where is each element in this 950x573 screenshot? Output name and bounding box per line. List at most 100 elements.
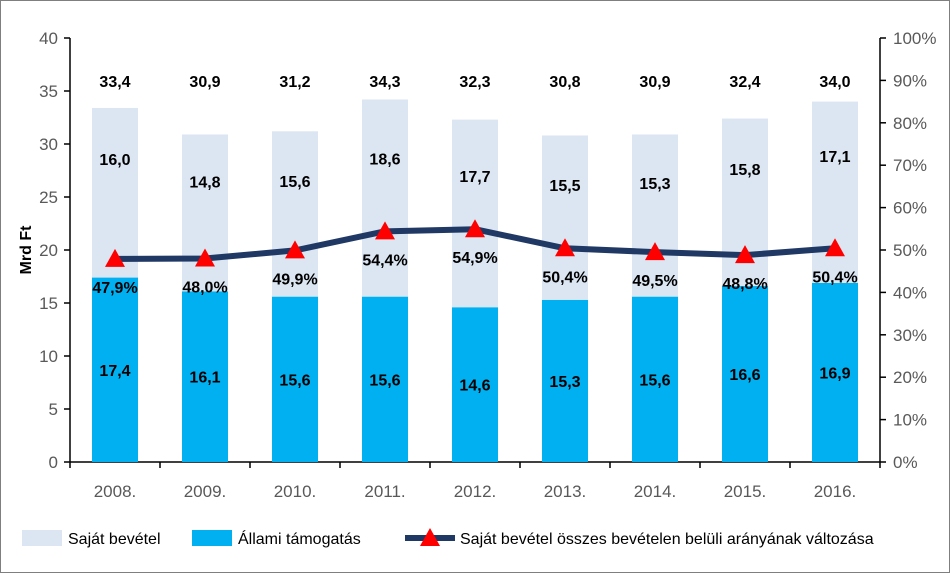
ratio-marker xyxy=(195,248,215,267)
y2-tick-label: 40% xyxy=(893,283,927,302)
x-tick-label: 2016. xyxy=(814,482,857,501)
bar-allami-tamogatas xyxy=(812,282,858,462)
bar-sajat-bevetel xyxy=(452,119,498,308)
total-label: 31,2 xyxy=(279,74,310,91)
sajat-bevetel-label: 18,6 xyxy=(369,152,400,169)
y-tick-label: 30 xyxy=(39,135,58,154)
y-tick-label: 25 xyxy=(39,188,58,207)
y-tick-label: 20 xyxy=(39,241,58,260)
allami-tamogatas-label: 16,6 xyxy=(729,367,760,384)
legend-label-ratio: Saját bevétel összes bevételen belüli ar… xyxy=(460,531,874,548)
bar-allami-tamogatas xyxy=(452,307,498,462)
y-tick-label: 35 xyxy=(39,82,58,101)
y2-tick-label: 30% xyxy=(893,326,927,345)
bar-allami-tamogatas xyxy=(632,296,678,462)
total-label: 32,3 xyxy=(459,74,490,91)
x-tick-label: 2015. xyxy=(724,482,767,501)
sajat-bevetel-label: 14,8 xyxy=(189,175,220,192)
sajat-bevetel-label: 16,0 xyxy=(99,152,130,169)
ratio-label: 48,8% xyxy=(722,276,767,293)
y-tick-label: 15 xyxy=(39,294,58,313)
ratio-marker xyxy=(645,242,665,261)
legend-label-sajat-bevetel: Saját bevétel xyxy=(68,531,161,548)
sajat-bevetel-label: 15,6 xyxy=(279,174,310,191)
bar-allami-tamogatas xyxy=(92,277,138,462)
ratio-label: 49,5% xyxy=(632,273,677,290)
y2-tick-label: 50% xyxy=(893,241,927,260)
x-tick-label: 2009. xyxy=(184,482,227,501)
allami-tamogatas-label: 16,1 xyxy=(189,370,220,387)
bars xyxy=(92,99,858,462)
ratio-label: 50,4% xyxy=(812,269,857,286)
y2-tick-label: 60% xyxy=(893,199,927,218)
bar-allami-tamogatas xyxy=(362,296,408,462)
data-labels: 33,4 17,4 16,0 47,9% 30,9 16,1 14,8 48,0% 31,2 15… xyxy=(92,74,857,395)
legend-label-allami-tamogatas: Állami támogatás xyxy=(238,529,361,548)
allami-tamogatas-label: 14,6 xyxy=(459,378,490,395)
total-label: 33,4 xyxy=(99,74,130,91)
allami-tamogatas-label: 15,3 xyxy=(549,374,580,391)
ratio-label: 50,4% xyxy=(542,269,587,286)
bar-sajat-bevetel xyxy=(272,131,318,297)
y-tick-label: 10 xyxy=(39,347,58,366)
legend-swatch-ratio-marker xyxy=(420,528,440,546)
sajat-bevetel-label: 15,5 xyxy=(549,178,580,195)
total-label: 34,0 xyxy=(819,74,850,91)
ratio-line xyxy=(105,219,845,267)
allami-tamogatas-label: 15,6 xyxy=(369,372,400,389)
y-axis-title: Mrd Ft xyxy=(18,225,35,275)
ratio-label: 48,0% xyxy=(182,279,227,296)
ratio-marker xyxy=(555,238,575,257)
x-tick-label: 2013. xyxy=(544,482,587,501)
x-tick-label: 2012. xyxy=(454,482,497,501)
ratio-marker xyxy=(375,221,395,240)
axes: 0 5 10 15 20 25 30 35 40 0% 10% 20% 30% 40% 50% 60% 70% 8… xyxy=(18,29,936,501)
legend: Saját bevétel Állami támogatás Saját bevét… xyxy=(22,528,874,548)
bar-allami-tamogatas xyxy=(542,299,588,462)
bar-allami-tamogatas xyxy=(182,291,228,462)
allami-tamogatas-label: 15,6 xyxy=(639,372,670,389)
y2-tick-label: 90% xyxy=(893,71,927,90)
ratio-label: 49,9% xyxy=(272,271,317,288)
y2-tick-label: 0% xyxy=(893,453,918,472)
y-tick-label: 5 xyxy=(49,400,58,419)
y2-tick-label: 80% xyxy=(893,114,927,133)
ratio-marker xyxy=(285,240,305,259)
bar-sajat-bevetel xyxy=(182,134,228,292)
ratio-marker xyxy=(735,245,755,264)
ratio-label: 54,9% xyxy=(452,250,497,267)
bar-sajat-bevetel xyxy=(542,135,588,300)
total-label: 34,3 xyxy=(369,74,400,91)
y2-tick-label: 10% xyxy=(893,411,927,430)
ratio-marker xyxy=(105,248,125,267)
bar-allami-tamogatas xyxy=(722,286,768,462)
y2-tick-label: 70% xyxy=(893,156,927,175)
legend-swatch-allami-tamogatas xyxy=(192,530,232,546)
allami-tamogatas-label: 17,4 xyxy=(99,363,130,380)
bar-sajat-bevetel xyxy=(362,99,408,297)
sajat-bevetel-label: 15,8 xyxy=(729,162,760,179)
y-tick-label: 40 xyxy=(39,29,58,48)
bar-sajat-bevetel xyxy=(632,134,678,297)
x-tick-label: 2008. xyxy=(94,482,137,501)
ratio-label: 54,4% xyxy=(362,252,407,269)
x-tick-label: 2011. xyxy=(364,482,405,501)
y2-tick-label: 100% xyxy=(893,29,936,48)
sajat-bevetel-label: 15,3 xyxy=(639,176,670,193)
total-label: 32,4 xyxy=(729,74,760,91)
total-label: 30,9 xyxy=(189,74,220,91)
total-label: 30,9 xyxy=(639,74,670,91)
x-tick-label: 2010. xyxy=(274,482,317,501)
sajat-bevetel-label: 17,7 xyxy=(459,169,490,186)
y-tick-label: 0 xyxy=(49,453,58,472)
allami-tamogatas-label: 15,6 xyxy=(279,372,310,389)
bar-allami-tamogatas xyxy=(272,296,318,462)
ratio-marker xyxy=(825,238,845,257)
legend-swatch-sajat-bevetel xyxy=(22,530,62,546)
x-tick-label: 2014. xyxy=(634,482,677,501)
y2-tick-label: 20% xyxy=(893,368,927,387)
ratio-label: 47,9% xyxy=(92,280,137,297)
allami-tamogatas-label: 16,9 xyxy=(819,365,850,382)
sajat-bevetel-label: 17,1 xyxy=(819,149,850,166)
